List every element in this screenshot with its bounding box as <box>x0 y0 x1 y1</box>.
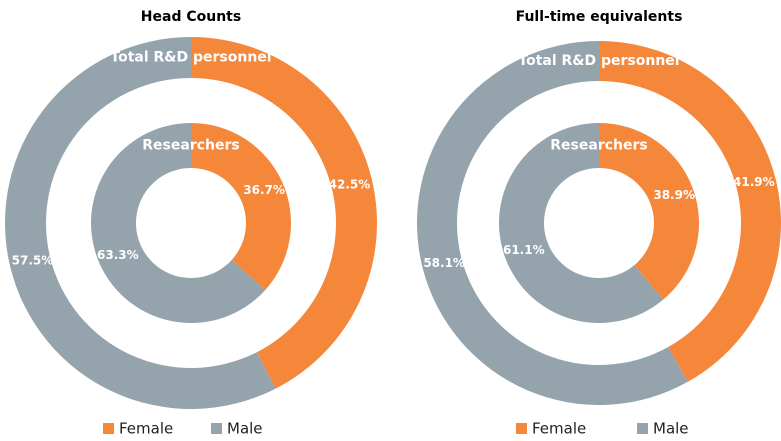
donut-segment <box>4 37 276 410</box>
ring-label: Total R&D personnel <box>110 50 271 66</box>
data-label: 63.3% <box>97 248 139 262</box>
legend-swatch <box>516 423 527 434</box>
data-label: 61.1% <box>503 243 545 257</box>
data-label: 57.5% <box>12 254 54 268</box>
data-label: 58.1% <box>423 256 465 270</box>
chart-title: Head Counts <box>141 9 241 25</box>
donut-segment <box>191 37 378 389</box>
donut-segment <box>191 123 291 291</box>
legend-label: Male <box>653 420 689 438</box>
legend-label: Female <box>532 420 586 438</box>
donut-segment <box>416 41 688 405</box>
data-label: 41.9% <box>733 175 775 189</box>
donut-segment <box>498 123 664 324</box>
legend-label: Male <box>227 420 263 438</box>
donut-segment <box>90 123 266 323</box>
ring-label: Total R&D personnel <box>518 53 679 69</box>
data-label: 38.9% <box>653 188 695 202</box>
ring-label: Researchers <box>550 138 647 154</box>
chart-title: Full-time equivalents <box>516 9 683 25</box>
ring-label: Researchers <box>142 138 239 154</box>
donut-segment <box>599 123 699 300</box>
legend-swatch <box>211 423 222 434</box>
data-label: 36.7% <box>243 183 285 197</box>
legend-label: Female <box>119 420 173 438</box>
legend-swatch <box>103 423 114 434</box>
donut-segment <box>599 41 781 382</box>
legend-swatch <box>637 423 648 434</box>
data-label: 42.5% <box>329 177 371 191</box>
